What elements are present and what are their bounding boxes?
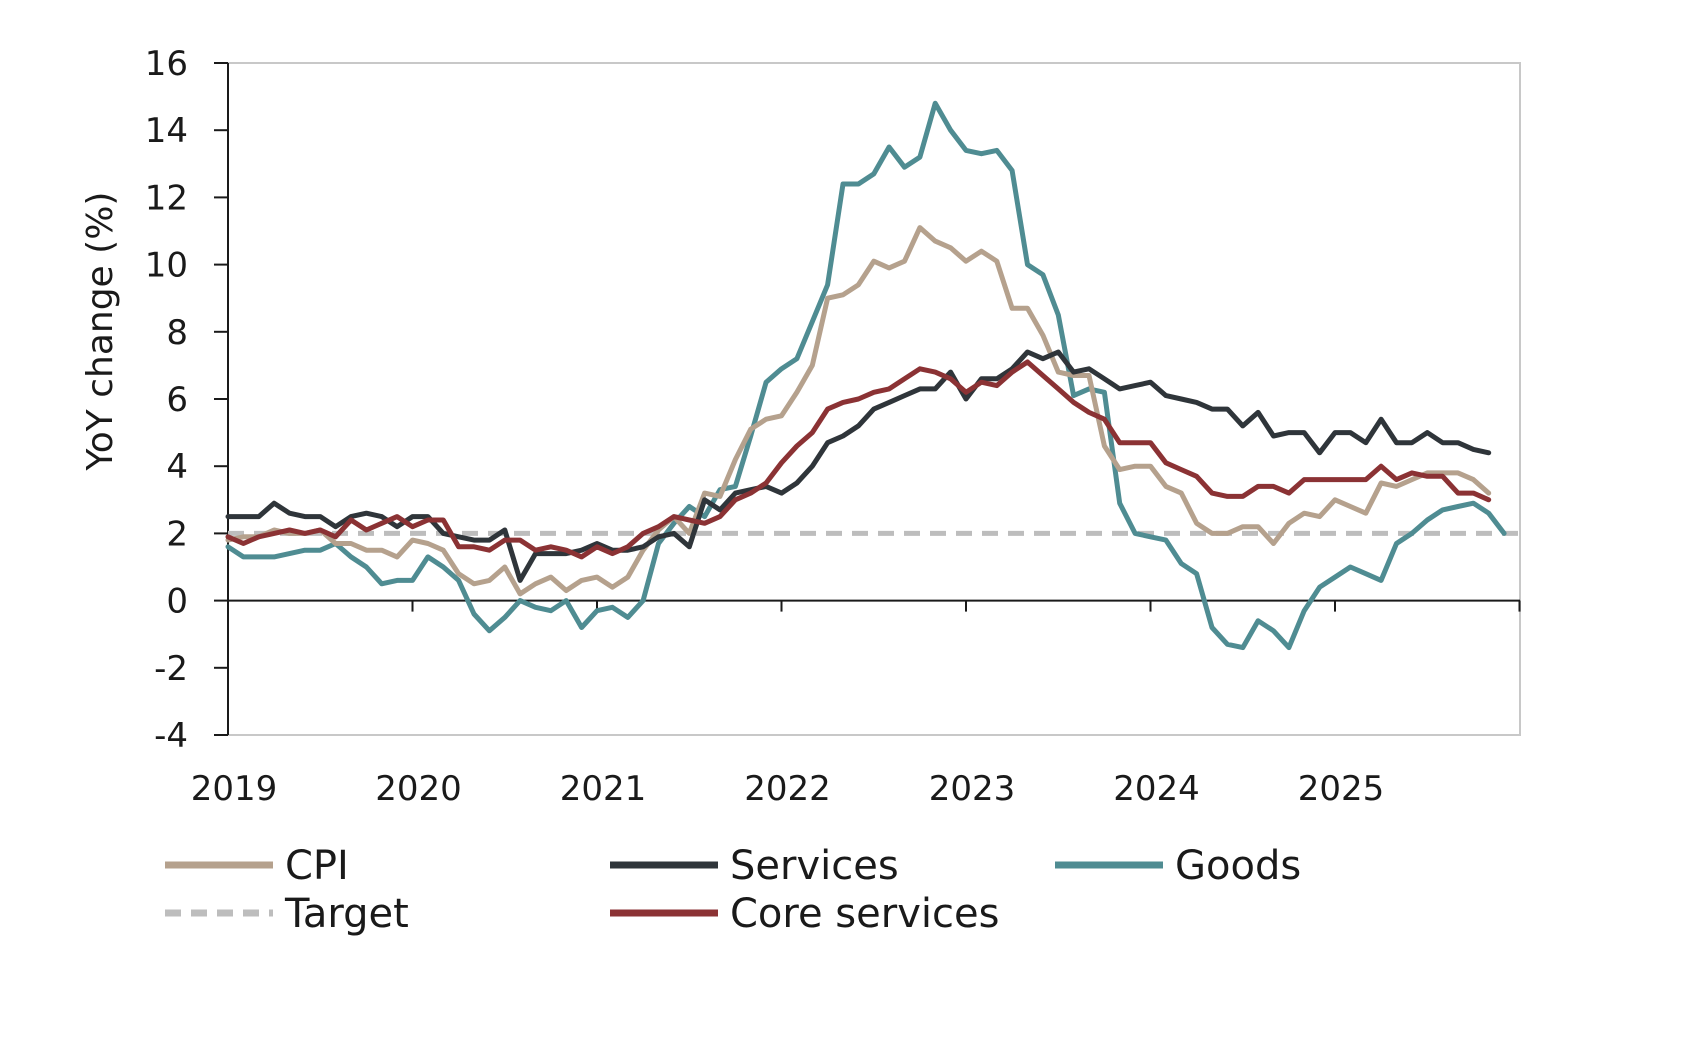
legend-label-core-services: Core services bbox=[730, 891, 999, 937]
y-axis-ticks: -4 -2 0 2 4 6 8 10 12 14 16 bbox=[145, 44, 228, 756]
y-tick-label: 0 bbox=[166, 582, 188, 622]
x-tick-label: 2025 bbox=[1298, 769, 1385, 809]
x-tick-label: 2021 bbox=[560, 769, 647, 809]
x-tick-label: 2019 bbox=[191, 769, 278, 809]
x-tick-label: 2024 bbox=[1113, 769, 1200, 809]
y-tick-label: 4 bbox=[166, 447, 188, 487]
series-line-cpi bbox=[225, 225, 1492, 597]
legend-label-goods: Goods bbox=[1175, 843, 1301, 889]
legend: CPI Services Goods Target Core services bbox=[165, 843, 1301, 937]
y-tick-label: -4 bbox=[154, 716, 188, 756]
y-tick-label: 6 bbox=[166, 380, 188, 420]
y-tick-label: 16 bbox=[145, 44, 188, 84]
y-tick-label: 14 bbox=[145, 111, 188, 151]
y-tick-label: 2 bbox=[166, 514, 188, 554]
series-line-goods bbox=[225, 100, 1507, 651]
legend-label-cpi: CPI bbox=[285, 843, 349, 889]
y-tick-label: 12 bbox=[145, 178, 188, 218]
legend-label-services: Services bbox=[730, 843, 899, 889]
y-tick-label: 10 bbox=[145, 246, 188, 286]
y-tick-label: -2 bbox=[154, 649, 188, 689]
series-line-core-services bbox=[225, 359, 1492, 560]
x-tick-label: 2020 bbox=[375, 769, 462, 809]
y-tick-label: 8 bbox=[166, 313, 188, 353]
series-layer bbox=[225, 100, 1520, 651]
y-axis-title: YoY change (%) bbox=[80, 192, 121, 472]
x-tick-label: 2023 bbox=[929, 769, 1016, 809]
series-line-services bbox=[225, 349, 1492, 583]
x-axis-ticks: 2019 2020 2021 2022 2023 2024 2025 bbox=[191, 600, 1521, 809]
legend-label-target: Target bbox=[284, 891, 409, 937]
x-tick-label: 2022 bbox=[744, 769, 831, 809]
